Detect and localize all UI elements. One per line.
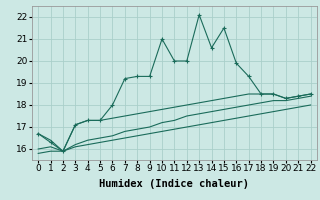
X-axis label: Humidex (Indice chaleur): Humidex (Indice chaleur) bbox=[100, 179, 249, 189]
